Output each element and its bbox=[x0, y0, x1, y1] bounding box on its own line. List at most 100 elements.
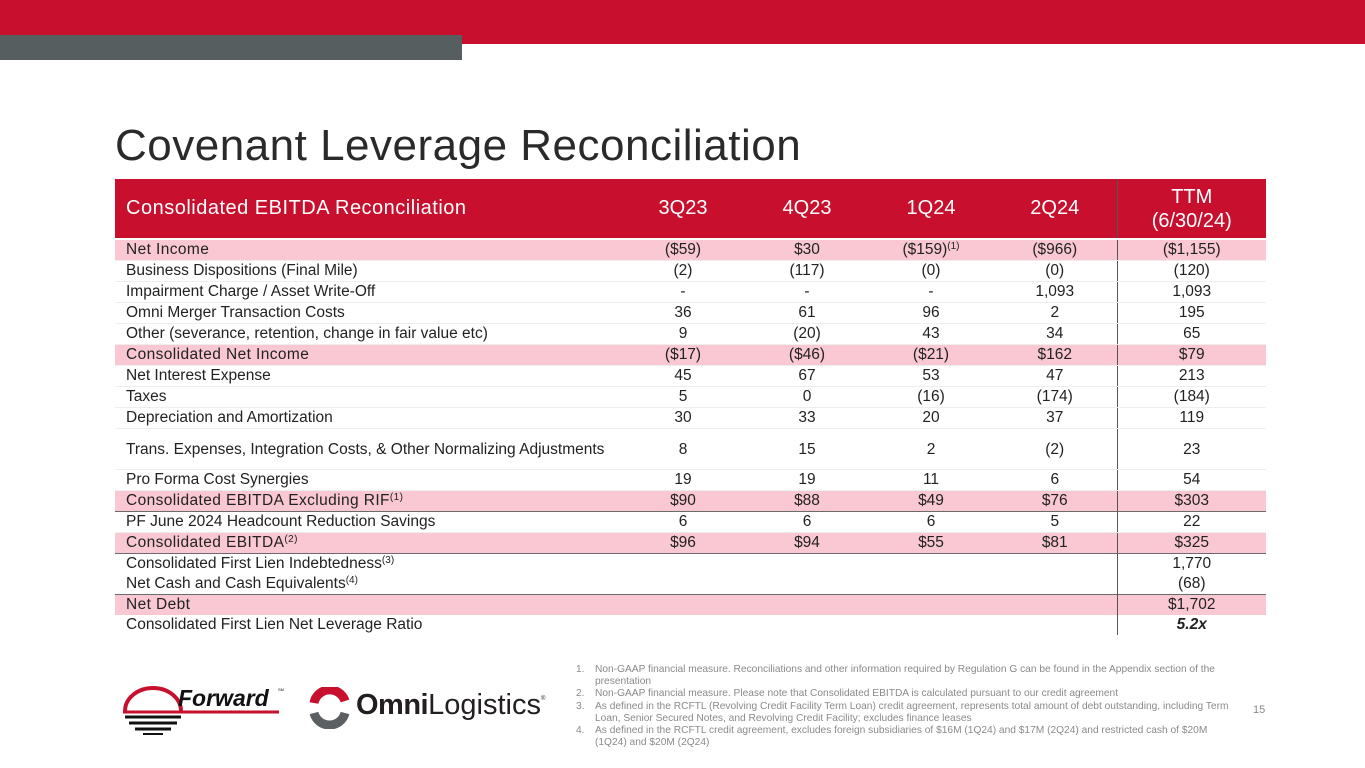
header-3q23: 3Q23 bbox=[621, 179, 745, 239]
row-label: Omni Merger Transaction Costs bbox=[115, 302, 621, 324]
row-label: Consolidated Net Income bbox=[115, 344, 621, 366]
cell-4q23: 6 bbox=[745, 511, 869, 533]
row-label: Net Interest Expense bbox=[115, 365, 621, 387]
cell-4q23 bbox=[745, 554, 869, 575]
header-gray-band bbox=[0, 35, 462, 60]
cell-4q23: 67 bbox=[745, 365, 869, 387]
cell-4q23: - bbox=[745, 281, 869, 303]
cell-1q24: 6 bbox=[869, 511, 993, 533]
row-label: Business Dispositions (Final Mile) bbox=[115, 260, 621, 282]
cell-1q24: ($21) bbox=[869, 344, 993, 366]
forward-wordmark: Forward bbox=[178, 685, 270, 711]
cell-3q23: 30 bbox=[621, 407, 745, 429]
cell-2q24 bbox=[993, 594, 1117, 615]
cell-ttm: 119 bbox=[1116, 407, 1266, 429]
table-row: Impairment Charge / Asset Write-Off - - -1,… bbox=[115, 281, 1266, 303]
cell-ttm: (184) bbox=[1116, 386, 1266, 408]
cell-ttm: 1,093 bbox=[1116, 281, 1266, 303]
cell-2q24: $81 bbox=[993, 532, 1117, 554]
cell-2q24: (2) bbox=[993, 428, 1117, 470]
omni-wordmark: OmniLogistics® bbox=[356, 689, 545, 722]
table-row: Consolidated Net Income ($17) ($46) ($21) $1… bbox=[115, 344, 1266, 366]
footnote-4: 4. As defined in the RCFTL credit agreeme… bbox=[576, 725, 1208, 749]
cell-3q23: 19 bbox=[621, 469, 745, 491]
cell-3q23 bbox=[621, 554, 745, 575]
cell-2q24: $76 bbox=[993, 490, 1117, 512]
footnote-ref: (1) bbox=[947, 241, 960, 252]
row-label: Consolidated First Lien Indebtedness(3) bbox=[126, 555, 395, 572]
header-1q24: 1Q24 bbox=[869, 179, 993, 239]
cell-1q24: (0) bbox=[869, 260, 993, 282]
footnotes: 1. Non-GAAP financial measure. Reconcilia… bbox=[576, 664, 1236, 749]
cell-1q24: - bbox=[869, 281, 993, 303]
cell-4q23: 0 bbox=[745, 386, 869, 408]
forward-sm-mark: SM bbox=[278, 687, 284, 692]
cell-1q24: 43 bbox=[869, 323, 993, 345]
cell-ttm: 54 bbox=[1116, 469, 1266, 491]
cell-ttm: 65 bbox=[1116, 323, 1266, 345]
header-2q24: 2Q24 bbox=[993, 179, 1117, 239]
header-ttm-line1: TTM bbox=[1171, 185, 1213, 208]
footnote-3: 3. As defined in the RCFTL (Revolving Cre… bbox=[576, 700, 1229, 724]
row-label: Other (severance, retention, change in f… bbox=[115, 323, 621, 345]
cell-4q23: $88 bbox=[745, 490, 869, 512]
cell-2q24: ($966) bbox=[993, 238, 1117, 261]
cell-4q23: $94 bbox=[745, 532, 869, 554]
table-row: Consolidated First Lien Indebtedness(3) 1… bbox=[115, 553, 1266, 575]
cell-4q23: (20) bbox=[745, 323, 869, 345]
cell-1q24: 2 bbox=[869, 428, 993, 470]
cell-3q23: $96 bbox=[621, 532, 745, 554]
cell-ttm: 1,770 bbox=[1116, 553, 1266, 574]
row-label: Impairment Charge / Asset Write-Off bbox=[115, 281, 621, 303]
cell-2q24: 5 bbox=[993, 511, 1117, 533]
cell-4q23 bbox=[745, 615, 869, 635]
cell-3q23: 9 bbox=[621, 323, 745, 345]
table-row: Omni Merger Transaction Costs 36 61 96 2 195 bbox=[115, 302, 1266, 324]
cell-1q24: 96 bbox=[869, 302, 993, 324]
cell-4q23: $30 bbox=[745, 238, 869, 261]
cell-ttm: (68) bbox=[1116, 574, 1266, 595]
cell-2q24: 34 bbox=[993, 323, 1117, 345]
footnote-ref: (3) bbox=[381, 555, 395, 566]
cell-1q24: $55 bbox=[869, 532, 993, 554]
omni-wordmark-bold: Omni bbox=[356, 689, 429, 721]
cell-4q23: 19 bbox=[745, 469, 869, 491]
header-ttm-line2: (6/30/24) bbox=[1151, 209, 1232, 232]
omni-wordmark-light: Logistics bbox=[428, 689, 541, 721]
forward-logo: Forward SM bbox=[121, 683, 291, 741]
row-label: Net Cash and Cash Equivalents(4) bbox=[126, 575, 358, 592]
cell-3q23: 8 bbox=[621, 428, 745, 470]
omni-logistics-logo: OmniLogistics® bbox=[308, 685, 558, 731]
table-row: Taxes 5 0 (16) (174) (184) bbox=[115, 386, 1266, 408]
footnote-ref: (4) bbox=[345, 575, 358, 586]
cell-2q24 bbox=[993, 615, 1117, 635]
row-label: Pro Forma Cost Synergies bbox=[115, 469, 621, 491]
cell-ttm: 5.2x bbox=[1116, 615, 1266, 635]
cell-3q23: 36 bbox=[621, 302, 745, 324]
header-label: Consolidated EBITDA Reconciliation bbox=[115, 179, 621, 239]
table-row: PF June 2024 Headcount Reduction Savings… bbox=[115, 511, 1266, 533]
page-number: 15 bbox=[1253, 704, 1266, 716]
cell-1q24: $49 bbox=[869, 490, 993, 512]
forward-logo-mark: Forward SM bbox=[123, 685, 284, 735]
row-label: Depreciation and Amortization bbox=[115, 407, 621, 429]
cell-3q23: $90 bbox=[621, 490, 745, 512]
cell-ttm: 213 bbox=[1116, 365, 1266, 387]
cell-ttm: 195 bbox=[1116, 302, 1266, 324]
cell-2q24: (174) bbox=[993, 386, 1117, 408]
cell-3q23 bbox=[621, 615, 745, 635]
cell-3q23: (2) bbox=[621, 260, 745, 282]
cell-2q24: 2 bbox=[993, 302, 1117, 324]
cell-3q23: 45 bbox=[621, 365, 745, 387]
cell-1q24 bbox=[869, 574, 993, 595]
footnote-ref: (1) bbox=[389, 492, 404, 503]
cell-ttm: $1,702 bbox=[1116, 594, 1266, 615]
cell-2q24: 6 bbox=[993, 469, 1117, 491]
cell-2q24: (0) bbox=[993, 260, 1117, 282]
cell-1q24 bbox=[869, 554, 993, 575]
cell-4q23: 33 bbox=[745, 407, 869, 429]
cell-4q23 bbox=[745, 574, 869, 595]
table-row: Net Debt $1,702 bbox=[115, 594, 1266, 615]
cell-1q24: 20 bbox=[869, 407, 993, 429]
omni-registered-mark: ® bbox=[540, 696, 546, 702]
